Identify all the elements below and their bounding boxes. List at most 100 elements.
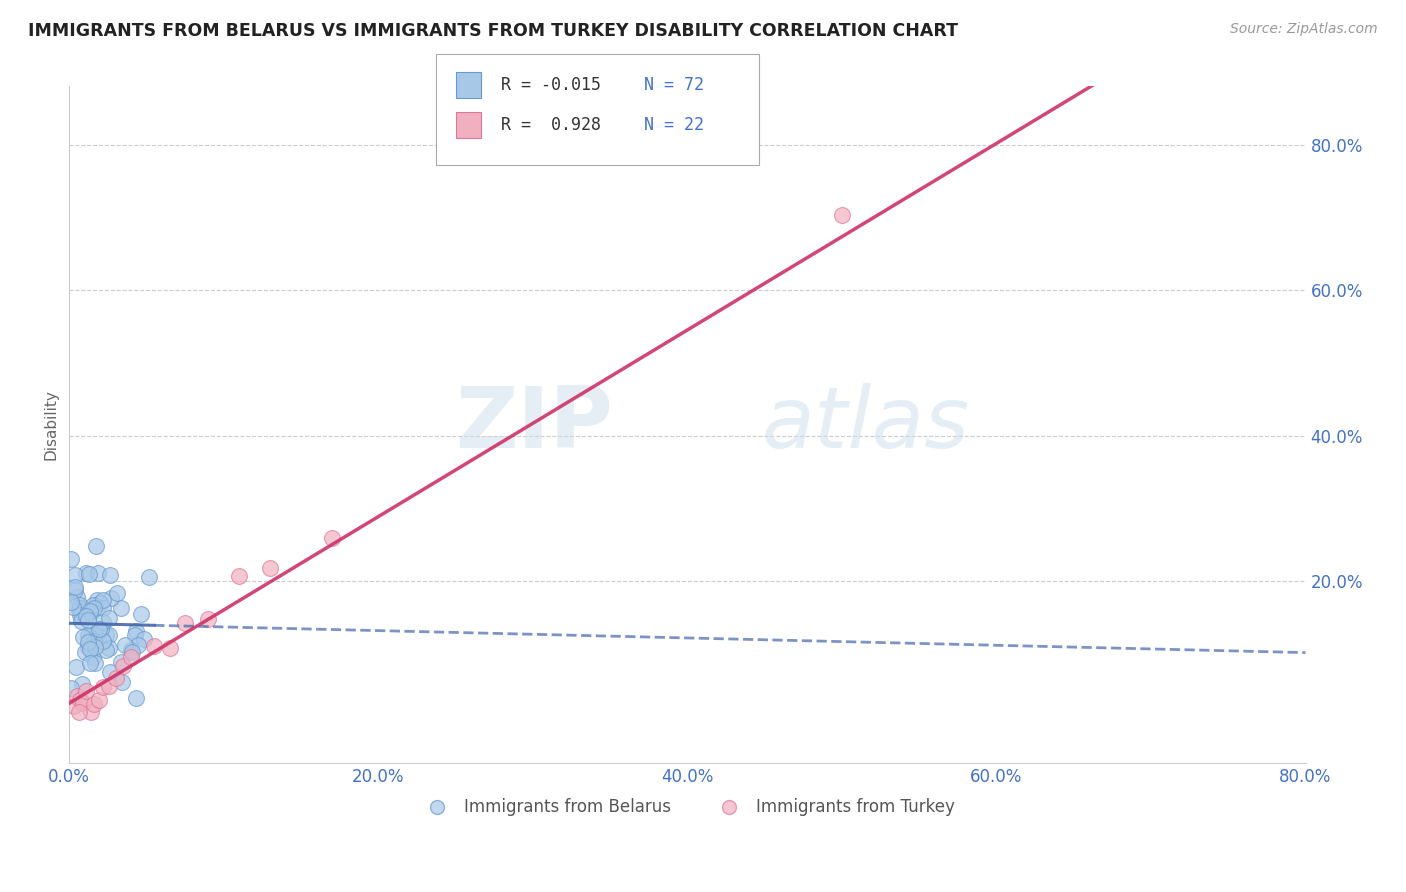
Point [89,622,111,636]
Point [75,684,97,698]
Point [110,601,132,615]
Point [83,640,105,654]
Point [96,628,118,642]
Point [91,681,114,695]
Point [125,690,148,705]
Point [259,561,281,575]
Point [831,208,853,222]
Point [138,570,160,584]
Point [80,705,103,719]
Point [114,638,136,652]
Point [110,655,132,669]
Point [69,600,91,615]
Point [82,649,104,664]
Point [84,540,107,554]
Point [79,657,101,671]
Legend: Immigrants from Belarus, Immigrants from Turkey: Immigrants from Belarus, Immigrants from… [413,791,962,822]
Point [120,649,142,664]
Point [77,614,100,628]
Point [100,591,122,605]
Point [76,603,98,617]
Point [69,608,91,623]
Text: N = 72: N = 72 [644,76,704,94]
Point [111,674,134,689]
Point [86,625,108,640]
Point [69,598,91,612]
Point [112,658,135,673]
Point [77,566,100,581]
Point [143,639,166,653]
Text: R = -0.015: R = -0.015 [501,76,600,94]
Point [80,638,103,652]
Text: IMMIGRANTS FROM BELARUS VS IMMIGRANTS FROM TURKEY DISABILITY CORRELATION CHART: IMMIGRANTS FROM BELARUS VS IMMIGRANTS FR… [28,22,957,40]
Point [132,632,155,646]
Point [93,601,115,615]
Point [63,582,86,597]
Point [228,569,250,583]
Point [63,699,86,714]
Point [80,628,103,642]
Point [105,586,128,600]
Point [83,656,105,670]
Point [90,622,112,636]
Point [159,641,181,656]
Point [79,604,101,618]
Point [83,634,105,648]
Point [59,595,82,609]
Point [83,697,105,711]
Point [121,645,143,659]
Point [75,566,97,580]
Text: N = 22: N = 22 [644,116,704,134]
Point [72,600,94,615]
Point [91,633,114,648]
Point [91,592,114,607]
Point [86,593,108,607]
Point [87,566,110,581]
Point [70,677,93,691]
Point [66,689,89,703]
Point [124,628,146,642]
Point [83,600,105,615]
Point [94,643,117,657]
Text: Source: ZipAtlas.com: Source: ZipAtlas.com [1230,22,1378,37]
Point [67,603,90,617]
Point [120,642,142,657]
Point [59,552,82,566]
Point [98,568,121,582]
Point [174,616,197,631]
Point [125,624,148,638]
Text: ZIP: ZIP [456,384,613,467]
Point [75,608,97,623]
Point [77,634,100,648]
Point [76,628,98,642]
Point [69,693,91,707]
Point [72,696,94,710]
Text: R =  0.928: R = 0.928 [501,116,600,134]
Point [104,671,127,685]
Point [77,640,100,654]
Point [127,638,149,652]
Point [66,590,89,604]
Point [70,614,93,628]
Point [97,628,120,642]
Point [72,630,94,644]
Point [91,615,114,630]
Point [73,645,96,659]
Point [89,596,111,610]
Point [63,568,86,582]
Point [98,641,121,656]
Point [97,611,120,625]
Point [65,660,87,674]
Point [67,705,90,719]
Point [321,531,343,545]
Point [98,665,121,679]
Point [63,580,86,594]
Point [131,607,153,621]
Point [87,693,110,707]
Text: atlas: atlas [762,384,970,467]
Point [59,681,82,695]
Point [62,599,84,614]
Point [98,679,121,693]
Point [197,612,219,626]
Point [70,609,93,624]
